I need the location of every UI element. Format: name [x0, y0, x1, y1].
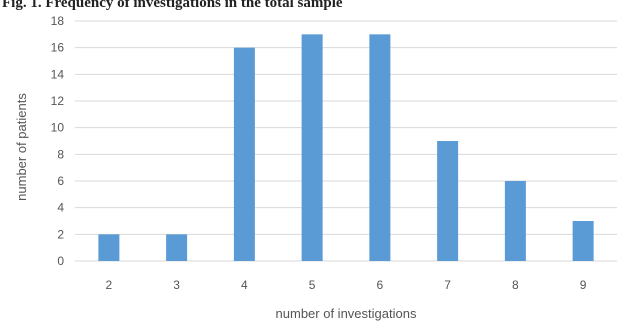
bar-6	[369, 34, 391, 262]
bar-9	[572, 221, 594, 261]
gridlines	[75, 20, 617, 262]
bar-8	[504, 181, 526, 261]
x-tick-labels: 2 3 4 5 6 7 8 9	[106, 278, 587, 292]
y-tick-label: 18	[51, 14, 65, 28]
y-tick-label: 16	[51, 41, 65, 55]
bar-3	[166, 234, 188, 261]
y-tick-label: 8	[57, 147, 64, 161]
y-tick-label: 6	[57, 174, 64, 188]
y-tick-label: 12	[51, 94, 65, 108]
bar-7	[437, 141, 459, 261]
figure-caption: Fig. 1. Frequency of investigations in t…	[2, 0, 343, 11]
y-tick-label: 10	[51, 121, 65, 135]
x-tick-label: 8	[512, 278, 519, 292]
bar-5	[301, 34, 323, 262]
x-tick-label: 9	[580, 278, 587, 292]
x-tick-label: 6	[377, 278, 384, 292]
x-tick-label: 4	[241, 278, 248, 292]
x-tick-label: 3	[173, 278, 180, 292]
bar-4	[233, 47, 255, 261]
y-tick-label: 14	[51, 67, 65, 81]
y-axis-title: number of patients	[14, 93, 29, 201]
y-tick-labels: 0 2 4 6 8 10 12 14 16 18	[51, 14, 65, 268]
x-axis-title: number of investigations	[276, 306, 417, 321]
y-tick-label: 2	[57, 227, 64, 241]
bars	[98, 34, 594, 262]
x-tick-label: 7	[444, 278, 451, 292]
y-tick-label: 0	[57, 254, 64, 268]
y-tick-label: 4	[57, 201, 64, 215]
x-tick-label: 5	[309, 278, 316, 292]
bar-2	[98, 234, 120, 261]
x-tick-label: 2	[106, 278, 113, 292]
